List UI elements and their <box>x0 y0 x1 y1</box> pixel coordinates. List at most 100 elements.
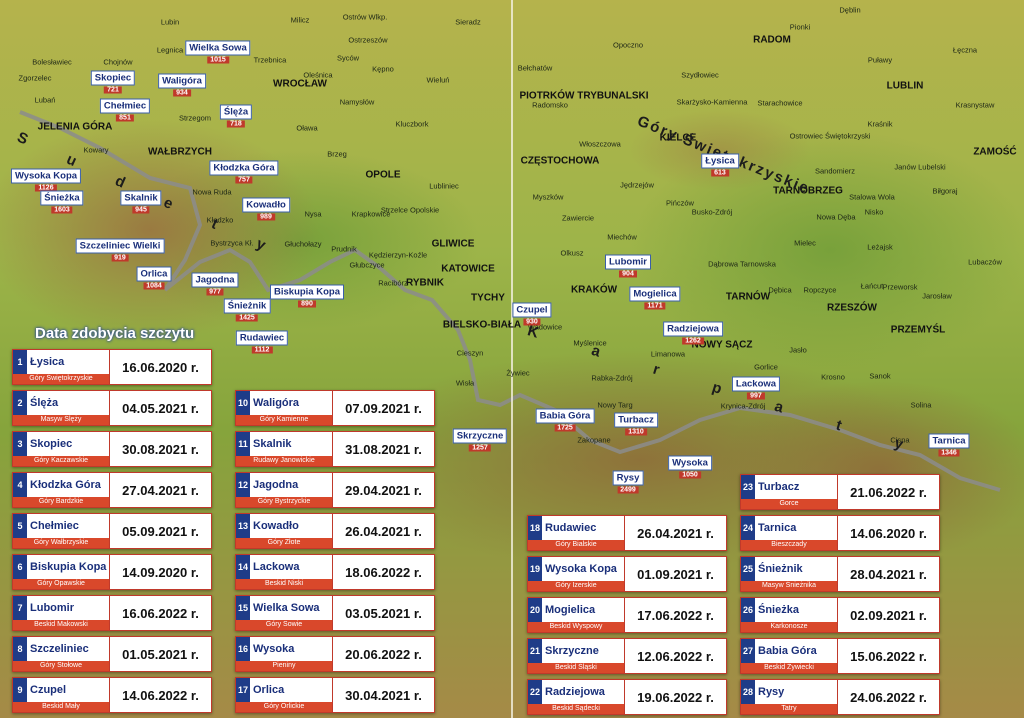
entry-date: 14.09.2020 r. <box>110 554 212 590</box>
entry-range: Beskid Wyspowy <box>528 622 624 632</box>
entry-peak-box: 26 Śnieżka Karkonosze <box>740 597 838 633</box>
entry-number: 13 <box>236 514 250 538</box>
peak-elevation: 721 <box>104 86 122 94</box>
town-label: Lubin <box>160 17 180 27</box>
peak-name: Śnieżnik <box>223 298 271 314</box>
entry-range: Góry Orlickie <box>236 702 332 712</box>
city-label: TYCHY <box>471 292 505 304</box>
entry-peak: Śnieżnik <box>758 563 803 575</box>
town-label: Nowa Dęba <box>816 212 856 222</box>
entry-peak-box: 16 Wysoka Pieniny <box>235 636 333 672</box>
peak-elevation: 1346 <box>938 449 960 457</box>
town-label: Brzeg <box>327 149 347 159</box>
entry-range: Góry Bystrzyckie <box>236 497 332 507</box>
peak-marker: Skrzyczne 1257 <box>452 428 508 452</box>
town-label: Kłodzko <box>206 215 234 225</box>
entry-peak: Skrzyczne <box>545 645 599 657</box>
entry-card: 7 Lubomir Beskid Makowski 16.06.2022 r. <box>12 595 212 631</box>
peak-marker: Orlica 1084 <box>136 266 172 290</box>
town-label: Prudnik <box>331 244 357 254</box>
town-label: Zgorzelec <box>18 73 52 83</box>
entry-range: Karkonosze <box>741 622 837 632</box>
town-label: Sanok <box>869 371 891 381</box>
town-label: Sandomierz <box>814 166 856 176</box>
entry-number: 15 <box>236 596 250 620</box>
town-label: Busko-Zdrój <box>691 207 733 217</box>
entry-card: 21 Skrzyczne Beskid Śląski 12.06.2022 r. <box>527 638 727 674</box>
town-label: Łańcut <box>860 281 884 291</box>
entry-range: Tatry <box>741 704 837 714</box>
town-label: Solina <box>910 400 932 410</box>
entry-date: 03.05.2021 r. <box>333 595 435 631</box>
town-label: Racibórz <box>378 278 408 288</box>
town-label: Ostrów Wlkp. <box>342 12 388 22</box>
entry-card: 10 Waligóra Góry Kamienne 07.09.2021 r. <box>235 390 435 426</box>
entry-top: 26 Śnieżka <box>741 598 837 622</box>
entry-peak-box: 22 Radziejowa Beskid Sądecki <box>527 679 625 715</box>
peak-elevation: 2499 <box>617 486 639 494</box>
entry-date: 16.06.2022 r. <box>110 595 212 631</box>
entry-peak: Ślęża <box>30 397 59 409</box>
entry-number: 22 <box>528 680 542 704</box>
entry-top: 13 Kowadło <box>236 514 332 538</box>
entry-top: 27 Babia Góra <box>741 639 837 663</box>
entry-card: 23 Turbacz Gorce 21.06.2022 r. <box>740 474 940 510</box>
city-label: WROCŁAW <box>273 78 327 90</box>
entry-range: Bieszczady <box>741 540 837 550</box>
town-label: Łęczna <box>952 45 978 55</box>
peak-elevation: 1171 <box>644 302 666 310</box>
entry-card: 5 Chełmiec Góry Wałbrzyskie 05.09.2021 r. <box>12 513 212 549</box>
entry-peak-box: 15 Wielka Sowa Góry Sowie <box>235 595 333 631</box>
peak-elevation: 997 <box>747 392 765 400</box>
entry-top: 4 Kłodzka Góra <box>13 473 109 497</box>
peak-marker: Mogielica 1171 <box>629 286 681 310</box>
entry-range: Rudawy Janowickie <box>236 456 332 466</box>
entry-range: Beskid Śląski <box>528 663 624 673</box>
entry-range: Góry Opawskie <box>13 579 109 589</box>
entry-range: Beskid Makowski <box>13 620 109 630</box>
town-label: Nisko <box>864 207 884 217</box>
town-label: Sieradz <box>455 17 481 27</box>
entry-top: 10 Waligóra <box>236 391 332 415</box>
swietokrzyskie-relief <box>630 110 810 190</box>
entry-peak: Jagodna <box>253 479 299 491</box>
town-label: Milicz <box>290 15 310 25</box>
entry-peak-box: 7 Lubomir Beskid Makowski <box>12 595 110 631</box>
entry-range: Góry Izerskie <box>528 581 624 591</box>
peak-name: Mogielica <box>629 286 681 302</box>
entry-number: 19 <box>528 557 542 581</box>
town-label: Wieluń <box>426 75 450 85</box>
city-label: NOWY SĄCZ <box>691 339 753 351</box>
entry-date: 26.04.2021 r. <box>625 515 727 551</box>
peak-marker: Radziejowa 1262 <box>663 321 723 345</box>
entry-date: 14.06.2020 r. <box>838 515 940 551</box>
entry-number: 3 <box>13 432 27 456</box>
town-label: Syców <box>336 53 360 63</box>
town-label: Wisła <box>455 378 475 388</box>
entry-top: 23 Turbacz <box>741 475 837 499</box>
peak-elevation: 1425 <box>236 314 258 322</box>
peak-marker: Wielka Sowa 1015 <box>185 40 251 64</box>
entry-date: 31.08.2021 r. <box>333 431 435 467</box>
entry-peak-box: 9 Czupel Beskid Mały <box>12 677 110 713</box>
town-label: Strzegom <box>178 113 212 123</box>
entry-range: Góry Bardzkie <box>13 497 109 507</box>
peak-name: Lubomir <box>605 254 651 270</box>
entry-top: 28 Rysy <box>741 680 837 704</box>
entry-card: 8 Szczeliniec Góry Stołowe 01.05.2021 r. <box>12 636 212 672</box>
entry-card: 20 Mogielica Beskid Wyspowy 17.06.2022 r. <box>527 597 727 633</box>
town-label: Gorlice <box>754 362 778 372</box>
entry-range: Góry Bialskie <box>528 540 624 550</box>
city-label: OPOLE <box>365 169 401 181</box>
entry-card: 14 Lackowa Beskid Niski 18.06.2022 r. <box>235 554 435 590</box>
entry-peak: Orlica <box>253 684 285 696</box>
entry-card: 28 Rysy Tatry 24.06.2022 r. <box>740 679 940 715</box>
town-label: Kluczbork <box>395 119 429 129</box>
peak-name: Babia Góra <box>535 408 595 424</box>
entry-peak-box: 12 Jagodna Góry Bystrzyckie <box>235 472 333 508</box>
peak-marker: Kłodzka Góra 757 <box>209 160 279 184</box>
entry-top: 8 Szczeliniec <box>13 637 109 661</box>
entry-date: 12.06.2022 r. <box>625 638 727 674</box>
peak-marker: Tarnica 1346 <box>928 433 970 457</box>
entry-number: 12 <box>236 473 250 497</box>
